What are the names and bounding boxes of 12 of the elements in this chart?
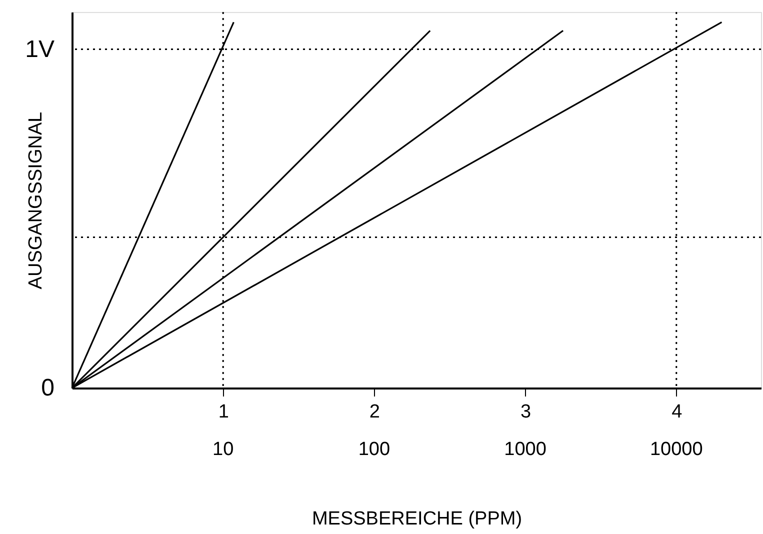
- x2-tick-label: 10: [212, 439, 234, 460]
- x-tick-label: 1: [218, 402, 229, 422]
- y-tick-label: 0: [41, 374, 54, 402]
- x-tick-label: 3: [520, 402, 532, 422]
- x-tick-label: 4: [672, 402, 683, 422]
- x2-tick-label: 10000: [650, 439, 703, 460]
- y-tick-label: 1V: [25, 36, 54, 63]
- x2-tick-label: 100: [358, 439, 390, 460]
- x-axis-title: MESSBEREICHE (PPM): [312, 508, 522, 530]
- x2-tick-label: 1000: [504, 439, 546, 460]
- y-axis-title: AUSGANGSSIGNAL: [26, 112, 46, 290]
- x-tick-label: 2: [369, 402, 380, 422]
